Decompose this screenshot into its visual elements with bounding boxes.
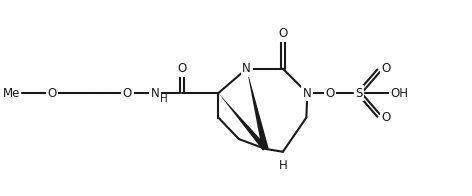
Text: N: N	[303, 87, 312, 100]
Polygon shape	[247, 69, 269, 150]
Text: H: H	[278, 159, 287, 172]
Text: O: O	[177, 62, 187, 75]
Text: O: O	[382, 62, 391, 75]
Text: H: H	[160, 94, 168, 104]
Text: N: N	[151, 87, 159, 100]
Text: S: S	[355, 87, 363, 100]
Text: N: N	[242, 62, 251, 75]
Text: O: O	[123, 87, 132, 100]
Text: O: O	[382, 111, 391, 124]
Text: O: O	[48, 87, 57, 100]
Text: O: O	[278, 27, 287, 40]
Polygon shape	[219, 93, 268, 151]
Text: Me: Me	[2, 87, 20, 100]
Text: OH: OH	[390, 87, 408, 100]
Text: O: O	[325, 87, 335, 100]
